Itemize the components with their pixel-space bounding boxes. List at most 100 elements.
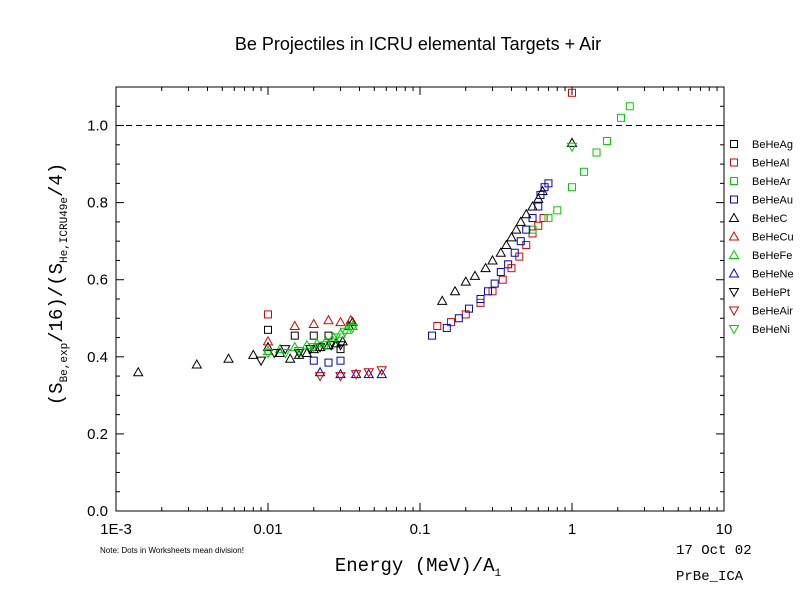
series-BeHeAu <box>309 179 553 367</box>
data-point <box>289 320 301 330</box>
y-axis-label-part2: /16)/(S <box>46 263 68 343</box>
data-point <box>510 248 519 257</box>
data-point <box>314 366 326 377</box>
data-point <box>488 287 497 296</box>
legend-item: BeHeNe <box>728 267 794 281</box>
data-point <box>324 358 333 367</box>
legend-item: BeHeCu <box>728 230 794 244</box>
data-point <box>290 331 299 340</box>
series-BeHeAr <box>528 102 634 234</box>
data-point <box>264 310 272 319</box>
data-point <box>501 239 512 250</box>
data-point <box>568 88 576 97</box>
data-point <box>442 323 451 332</box>
legend-item: BeHeAir <box>728 306 793 318</box>
legend-label: BeHeFe <box>752 250 792 262</box>
data-point <box>223 353 234 363</box>
data-point <box>527 200 538 211</box>
legend-marker <box>728 306 740 317</box>
series-BeHeNi <box>262 142 578 359</box>
data-point <box>539 214 548 223</box>
data-point <box>376 368 388 379</box>
worksheet-note: Note: Dots in Worksheets mean division! <box>100 546 244 555</box>
legend-marker <box>728 212 740 222</box>
data-point <box>498 275 507 284</box>
legend-marker <box>730 177 738 185</box>
data-point <box>522 225 531 234</box>
data-point <box>293 348 305 359</box>
data-point <box>544 179 553 188</box>
legend-label: BeHeAir <box>752 306 793 318</box>
legend-item: BeHeAg <box>730 139 793 151</box>
data-point <box>262 335 274 346</box>
legend-marker <box>730 140 738 148</box>
data-point <box>603 136 612 145</box>
data-point <box>506 231 517 242</box>
data-point <box>464 304 473 313</box>
series-BeHeAir <box>314 366 388 382</box>
legend-label: BeHeCu <box>752 232 794 244</box>
data-point <box>476 295 485 303</box>
y-axis-label-sub2: He,ICRU49e <box>59 197 71 263</box>
legend-item: BeHeAl <box>730 158 789 170</box>
y-tick-label: 0.6 <box>87 272 108 289</box>
data-point <box>469 270 481 280</box>
data-point <box>335 341 346 351</box>
x-tick-label: 0.01 <box>253 521 282 538</box>
chart-title: Be Projectiles in ICRU elemental Targets… <box>235 34 601 54</box>
y-axis-label-part3: /4) <box>46 163 68 197</box>
legend: BeHeAg BeHeAl BeHeAr BeHeAu BeHeC BeHeCu BeHeF… <box>728 139 794 336</box>
legend-item: BeHePt <box>728 287 790 299</box>
legend-marker <box>730 158 738 167</box>
legend-item: BeHeNi <box>728 324 790 336</box>
file-name: PrBe_ICA <box>676 569 744 585</box>
data-point <box>516 237 525 246</box>
data-point <box>363 368 375 378</box>
y-axis-label-sub1: Be,exp <box>59 343 71 383</box>
data-point <box>460 276 472 286</box>
x-axis-label-sub: 1 <box>495 568 502 580</box>
legend-label: BeHeC <box>752 213 788 225</box>
data-point <box>268 348 280 359</box>
data-point <box>320 341 332 351</box>
data-point <box>625 102 634 111</box>
data-point <box>247 349 259 359</box>
data-point <box>347 323 358 334</box>
legend-marker <box>728 288 740 298</box>
data-point <box>284 353 296 363</box>
data-point <box>323 314 334 325</box>
data-point <box>335 372 346 382</box>
data-point <box>616 113 625 122</box>
legend-marker <box>728 249 740 259</box>
data-point <box>314 343 326 353</box>
y-tick-label: 0.2 <box>87 426 108 443</box>
legend-marker <box>728 267 740 278</box>
data-point <box>132 366 144 377</box>
data-point <box>580 167 589 176</box>
data-point <box>534 202 543 211</box>
data-point <box>301 339 313 350</box>
data-point <box>528 225 537 234</box>
x-axis-label-main: Energy (MeV)/A <box>335 555 495 577</box>
legend-label: BeHeAl <box>752 158 789 170</box>
data-point <box>255 356 267 367</box>
data-point <box>566 142 578 153</box>
data-point <box>314 372 326 382</box>
data-point <box>428 331 437 340</box>
data-point <box>449 285 461 296</box>
data-point <box>447 318 456 327</box>
x-tick-label: 1E-3 <box>100 521 132 538</box>
y-tick-label: 1.0 <box>87 118 108 135</box>
data-point <box>544 214 553 223</box>
data-point <box>264 325 272 334</box>
data-point <box>520 208 532 219</box>
date-stamp: 17 Oct 02 <box>676 543 752 559</box>
data-point <box>347 316 358 327</box>
x-tick-label: 1 <box>568 521 576 538</box>
data-point <box>320 335 332 346</box>
data-point <box>350 370 362 380</box>
data-point <box>490 279 499 288</box>
data-point <box>480 262 491 273</box>
data-point <box>309 356 318 365</box>
